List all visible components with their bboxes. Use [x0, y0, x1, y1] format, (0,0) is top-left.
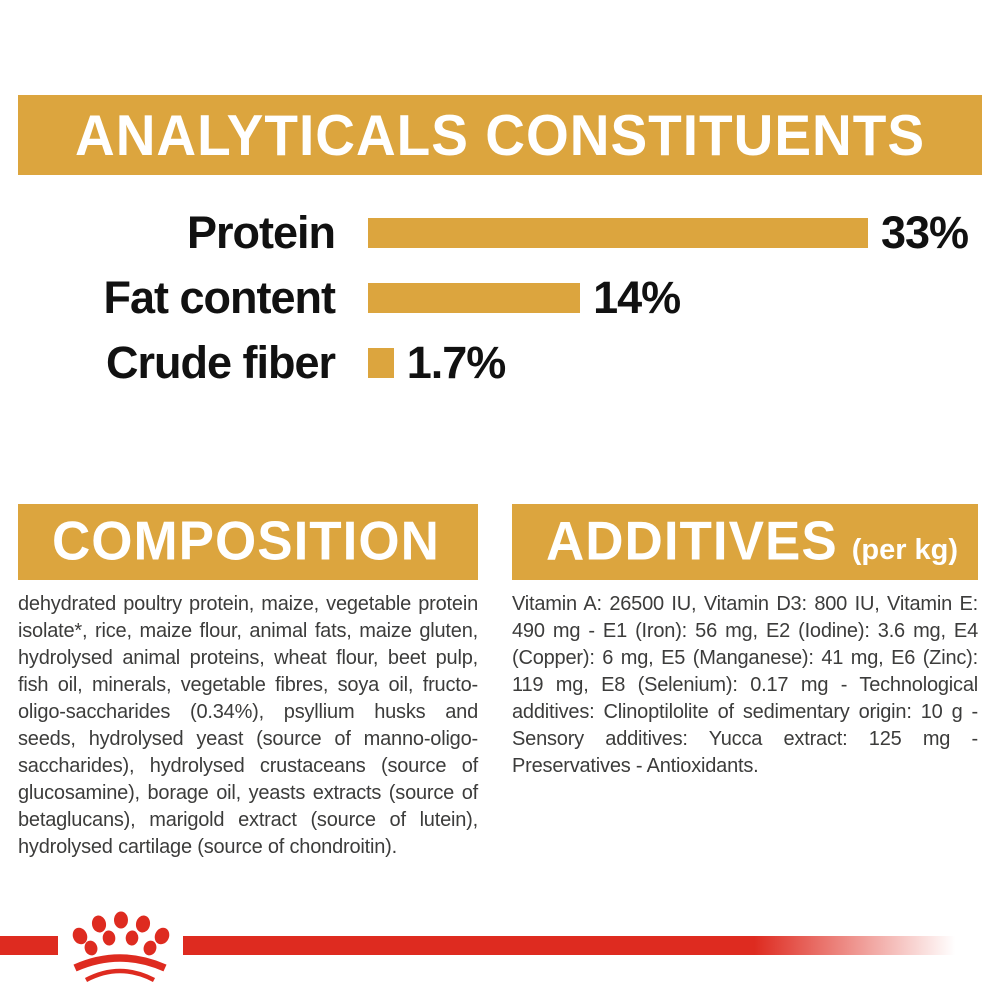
chart-row-protein: Protein 33%: [0, 201, 1000, 265]
composition-section: COMPOSITION dehydrated poultry protein, …: [18, 504, 478, 861]
analytical-constituents-banner: ANALYTICALS CONSTITUENTS: [18, 95, 982, 175]
chart-category-label: Fat content: [103, 272, 337, 323]
brand-stripe-right: [183, 936, 955, 955]
chart-value-label: 14%: [593, 272, 681, 323]
chart-row-crude-fiber: Crude fiber 1.7%: [0, 331, 1000, 395]
additives-heading: ADDITIVES: [546, 510, 838, 573]
additives-section: ADDITIVES (per kg) Vitamin A: 26500 IU, …: [512, 504, 978, 780]
chart-value-label: 1.7%: [406, 337, 507, 388]
additives-heading-suffix: (per kg): [851, 534, 959, 566]
composition-body-text: dehydrated poultry protein, maize, veget…: [18, 593, 478, 858]
royal-canin-crown-paw-icon: [72, 911, 170, 983]
chart-bar: [368, 283, 581, 313]
chart-bar: [368, 218, 868, 248]
composition-heading: COMPOSITION: [52, 510, 440, 573]
chart-category-label: Crude fiber: [105, 337, 336, 388]
chart-bar: [368, 348, 394, 378]
chart-row-fat-content: Fat content 14%: [0, 266, 1000, 330]
brand-stripe-left: [0, 936, 58, 955]
additives-body-text: Vitamin A: 26500 IU, Vitamin D3: 800 IU,…: [512, 593, 978, 777]
chart-category-label: Protein: [186, 207, 336, 258]
chart-value-label: 33%: [881, 207, 969, 258]
banner-title: ANALYTICALS CONSTITUENTS: [74, 102, 926, 168]
additives-heading-bar: ADDITIVES (per kg): [512, 504, 978, 580]
composition-heading-bar: COMPOSITION: [18, 504, 478, 580]
